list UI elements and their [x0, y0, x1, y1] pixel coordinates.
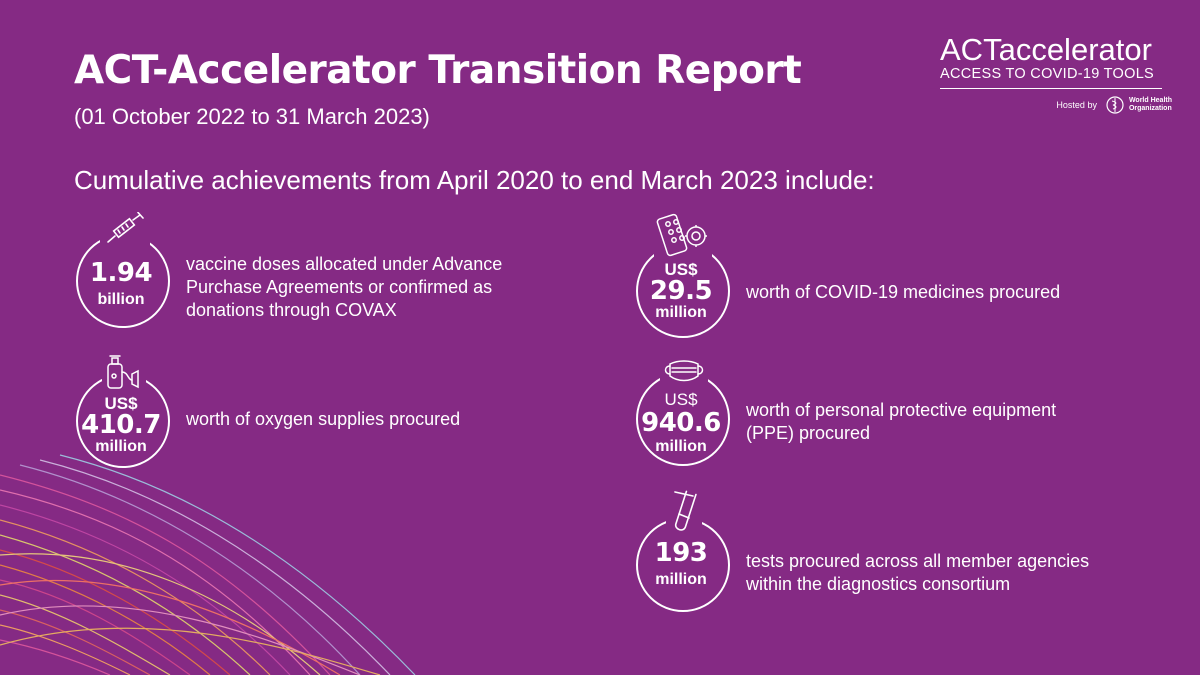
stat-value: 410.7 [81, 410, 161, 440]
pills-icon [656, 213, 707, 257]
stat-value: 940.6 [641, 408, 721, 438]
stat-value: 1.94 [89, 258, 153, 288]
stat-currency: US$ [104, 394, 138, 413]
hosted-by: Hosted by World Health Organization [1056, 96, 1172, 114]
stat-unit: million [655, 571, 707, 588]
report-period: (01 October 2022 to 31 March 2023) [74, 104, 430, 129]
stat-unit: million [655, 304, 707, 321]
hosted-by-label: Hosted by [1056, 100, 1097, 110]
who-name: World Health Organization [1128, 97, 1172, 112]
stat-ppe-description: worth of personal protective equipment (… [746, 400, 1057, 443]
logo-divider [940, 88, 1162, 89]
face-mask-icon [664, 360, 704, 382]
act-accelerator-logo: ACTaccelerator ACCESS TO COVID-19 TOOLS [940, 34, 1165, 89]
page-title: ACT-Accelerator Transition Report [74, 48, 802, 93]
intro-text: Cumulative achievements from April 2020 … [74, 165, 875, 195]
oxygen-cylinder-icon [107, 355, 139, 389]
stat-unit: billion [97, 291, 145, 308]
logo-act: ACT [940, 32, 999, 67]
stat-currency: US$ [664, 390, 698, 409]
stat-currency: US$ [664, 260, 698, 279]
stat-unit: million [95, 438, 147, 455]
decorative-waves [0, 454, 416, 675]
stat-vaccines-description: vaccine doses allocated under Advance Pu… [186, 254, 503, 320]
stat-unit: million [655, 438, 707, 455]
stat-value: 193 [654, 538, 708, 568]
stat-value: 29.5 [649, 276, 713, 306]
syringe-icon [107, 211, 144, 243]
logo-tagline: ACCESS TO COVID-19 TOOLS [940, 66, 1155, 82]
stat-oxygen-description: worth of oxygen supplies procured [186, 409, 461, 429]
logo-accelerator: accelerator [998, 32, 1152, 67]
who-emblem-icon [1106, 96, 1124, 114]
stat-tests-description: tests procured across all member agencie… [746, 551, 1090, 594]
test-tube-icon [674, 490, 697, 531]
stat-medicines-description: worth of COVID-19 medicines procured [746, 282, 1061, 302]
